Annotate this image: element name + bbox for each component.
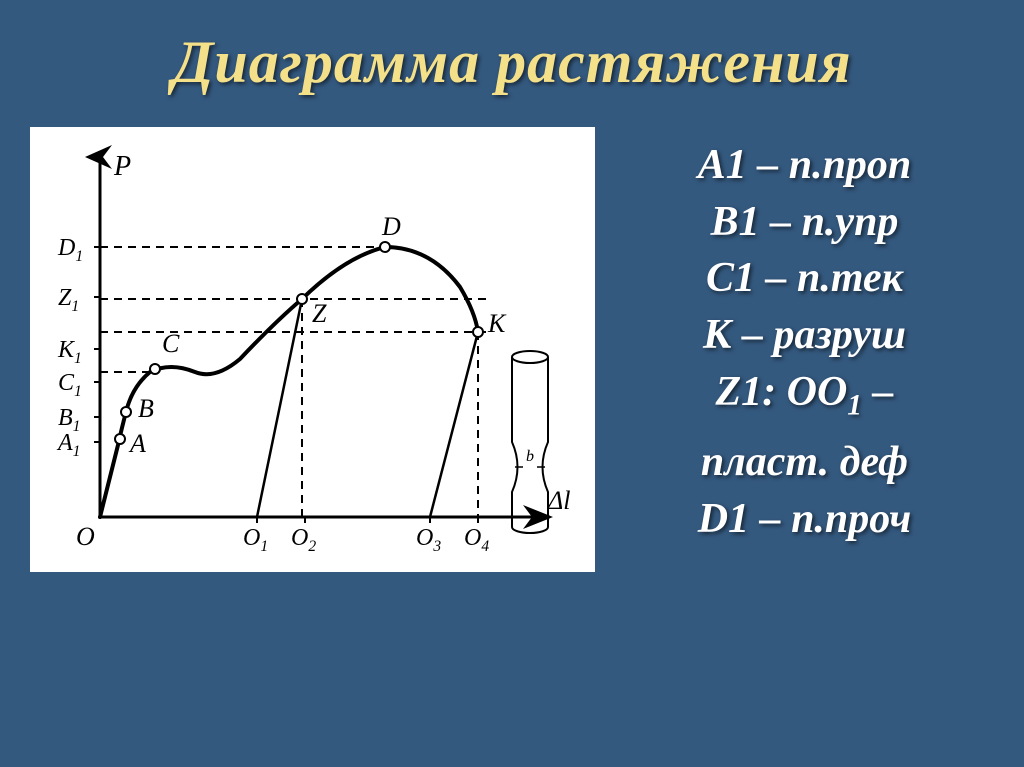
svg-text:O3: O3: [416, 525, 441, 555]
svg-text:Z: Z: [312, 299, 327, 328]
legend-line-B1: В1 – п.упр: [615, 194, 994, 251]
svg-text:P: P: [113, 151, 131, 182]
svg-text:B: B: [138, 394, 154, 423]
diagram-svg: O1O2O3O4 A1B1C1K1Z1D1 ABCZDK PΔlO b: [30, 127, 595, 572]
page-title: Диаграмма растяжения: [0, 0, 1024, 97]
legend-line-A1: А1 – п.проп: [615, 137, 994, 194]
svg-text:Z1: Z1: [58, 285, 79, 315]
legend-line-Z1: Z1: ОО1 –: [615, 364, 994, 434]
stress-strain-diagram: O1O2O3O4 A1B1C1K1Z1D1 ABCZDK PΔlO b: [30, 127, 595, 572]
svg-text:b: b: [526, 448, 534, 465]
svg-text:A: A: [128, 429, 146, 458]
svg-text:O2: O2: [291, 525, 316, 555]
legend-z1-sub: 1: [847, 389, 862, 421]
legend-line-Z1b: пласт. деф: [615, 434, 994, 491]
legend-panel: А1 – п.проп В1 – п.упр С1 – п.тек К – ра…: [615, 127, 994, 547]
content-row: O1O2O3O4 A1B1C1K1Z1D1 ABCZDK PΔlO b А1 –…: [0, 97, 1024, 572]
svg-text:O4: O4: [464, 525, 489, 555]
svg-text:B1: B1: [58, 405, 80, 435]
svg-text:D1: D1: [57, 235, 83, 265]
svg-text:C1: C1: [58, 370, 82, 400]
svg-text:C: C: [162, 329, 180, 358]
legend-z1-suffix: –: [862, 369, 894, 415]
svg-text:O: O: [76, 522, 95, 551]
legend-line-D1: D1 – п.проч: [615, 491, 994, 548]
legend-line-C1: С1 – п.тек: [615, 250, 994, 307]
svg-text:D: D: [381, 212, 401, 241]
svg-text:K1: K1: [57, 337, 82, 367]
svg-text:Δl: Δl: [547, 486, 570, 515]
legend-z1-prefix: Z1: ОО: [715, 369, 847, 415]
legend-line-K: К – разруш: [615, 307, 994, 364]
svg-text:O1: O1: [243, 525, 268, 555]
svg-text:K: K: [487, 309, 507, 338]
